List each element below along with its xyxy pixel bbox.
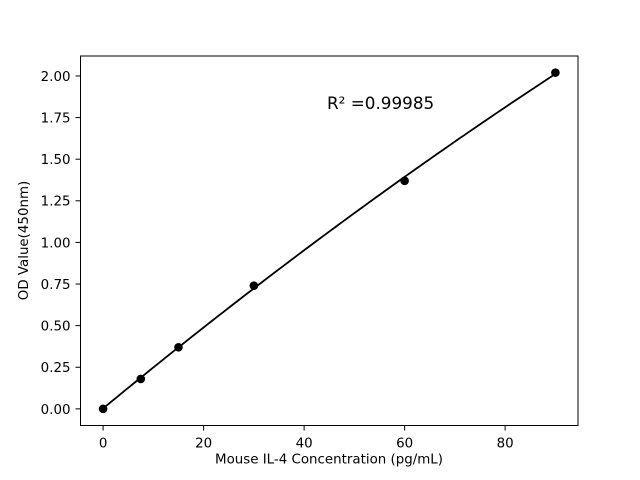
r-squared-annotation: R² =0.99985 — [327, 93, 434, 113]
data-point — [174, 342, 183, 352]
y-tick-label: 1.75 — [41, 111, 71, 126]
y-tick-label: 1.25 — [41, 195, 71, 210]
x-axis-label: Mouse IL-4 Concentration (pg/mL) — [215, 453, 443, 468]
y-tick-label: 0.75 — [41, 278, 71, 293]
data-point — [136, 374, 146, 384]
plot-area-border — [80, 55, 579, 426]
y-tick-label: 0.25 — [41, 361, 71, 376]
y-tick-label: 2.00 — [41, 70, 71, 85]
data-points — [98, 68, 560, 414]
data-point — [249, 281, 259, 290]
y-tick-label: 0.00 — [41, 403, 71, 418]
x-tick-label: 80 — [497, 437, 514, 452]
data-point — [400, 176, 409, 186]
x-axis-ticks: 0 20 40 60 80 — [99, 425, 514, 452]
data-point — [98, 404, 108, 414]
y-tick-label: 1.50 — [41, 153, 71, 168]
y-tick-label: 1.00 — [41, 236, 71, 251]
fit-curve-line — [102, 73, 556, 410]
x-tick-label: 0 — [99, 437, 108, 452]
y-tick-label: 0.50 — [41, 320, 71, 335]
x-tick-label: 60 — [396, 437, 413, 452]
y-axis-label: OD Value(450nm) — [17, 181, 32, 300]
x-tick-label: 20 — [195, 437, 212, 452]
y-axis-ticks: 0.00 0.25 0.50 0.75 1.00 1.25 1.50 1.75 2.00 — [41, 70, 81, 418]
data-point — [551, 68, 560, 77]
x-tick-label: 40 — [296, 437, 313, 452]
